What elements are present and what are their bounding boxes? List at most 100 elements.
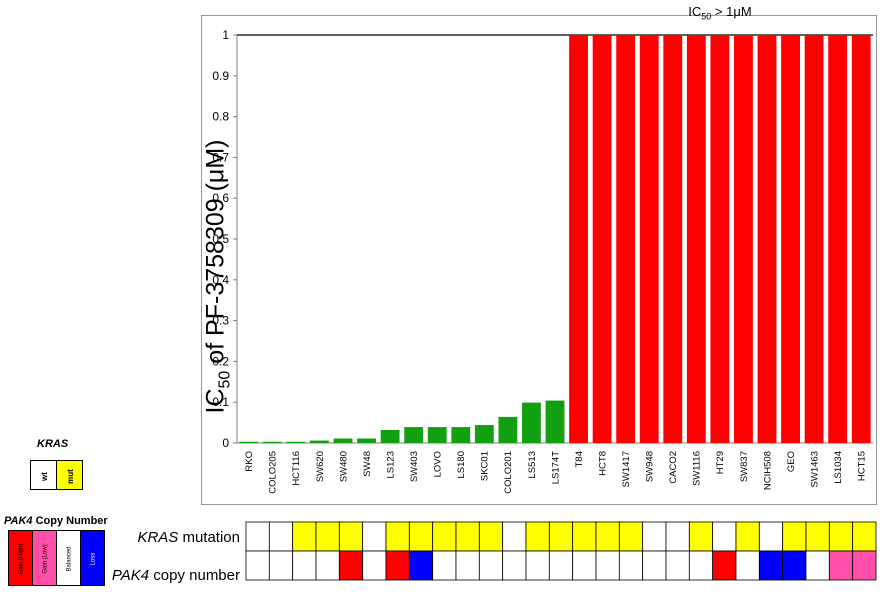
x-tick-label: LS174T xyxy=(550,451,561,484)
y-tick-label: 0.5 xyxy=(212,232,229,246)
x-tick-label: LS513 xyxy=(527,451,538,478)
pak4-cell xyxy=(618,550,644,581)
pak4-legend-loss-label: Loss xyxy=(90,552,97,566)
plot-frame xyxy=(201,15,877,505)
kras-cell xyxy=(455,521,480,552)
bar xyxy=(569,35,588,443)
bar xyxy=(616,35,636,443)
bar xyxy=(781,35,800,443)
resistant-annotation: IC50 > 1μM xyxy=(688,4,752,22)
kras-legend-wt-swatch: wt xyxy=(30,460,57,490)
kras-cell xyxy=(268,521,294,552)
kras-cell xyxy=(315,521,340,552)
bar xyxy=(663,35,683,443)
x-tick-label: NCIH508 xyxy=(762,451,773,490)
pak4-cell xyxy=(688,550,714,581)
x-tick-label: HCT15 xyxy=(857,451,868,481)
bar xyxy=(404,427,424,443)
pak4-cell xyxy=(315,550,340,581)
x-tick-label: HT29 xyxy=(715,451,726,474)
x-tick-label: LS1034 xyxy=(833,451,844,484)
bar xyxy=(851,35,871,443)
pak4-cell xyxy=(548,550,574,581)
x-tick-label: GEO xyxy=(786,451,797,472)
kras-cell xyxy=(595,521,620,552)
x-tick-label: T84 xyxy=(574,451,585,467)
bar xyxy=(757,35,777,443)
x-tick-label: LS180 xyxy=(456,451,467,478)
pak4-cell xyxy=(712,550,737,581)
x-tick-label: SW1116 xyxy=(692,451,703,486)
pak4-legend-gain-high-swatch: Gain (High) xyxy=(8,530,33,586)
bar xyxy=(639,35,659,443)
pak4-track-label: PAK4 copy number xyxy=(111,567,240,584)
kras-cell xyxy=(292,521,317,552)
bar xyxy=(310,440,329,443)
kras-cell xyxy=(245,521,270,552)
bar xyxy=(333,438,353,443)
x-tick-label: SW1417 xyxy=(621,451,632,487)
kras-cell xyxy=(828,521,854,552)
y-tick-label: 0.7 xyxy=(212,150,229,164)
bar xyxy=(474,425,494,443)
x-tick-label: SW48 xyxy=(362,451,373,477)
bar xyxy=(427,427,447,443)
kras-cell xyxy=(502,521,527,552)
x-tick-label: SW620 xyxy=(315,451,326,482)
bar xyxy=(239,441,259,443)
pak4-cell xyxy=(362,550,387,581)
bar xyxy=(804,35,824,443)
x-tick-label: HCT116 xyxy=(291,451,302,486)
kras-cell xyxy=(805,521,830,552)
pak4-cell xyxy=(408,550,434,581)
x-tick-label: LOVO xyxy=(433,451,444,477)
pak4-cell xyxy=(338,550,364,581)
x-tick-label: SW948 xyxy=(645,451,656,482)
y-tick-label: 0.8 xyxy=(212,110,229,124)
pak4-legend-loss-swatch: Loss xyxy=(80,530,105,586)
pak4-cell xyxy=(525,550,550,581)
bar xyxy=(592,35,612,443)
y-tick-label: 0.4 xyxy=(212,273,229,287)
pak4-cell xyxy=(852,550,877,581)
kras-cell xyxy=(852,521,877,552)
kras-cell xyxy=(782,521,807,552)
x-tick-label: COLO205 xyxy=(268,451,279,494)
bar xyxy=(734,35,753,443)
pak4-cell xyxy=(805,550,830,581)
kras-cell xyxy=(408,521,434,552)
x-tick-label: SW480 xyxy=(338,451,349,482)
y-tick-label: 0.2 xyxy=(212,354,229,368)
kras-cell xyxy=(525,521,550,552)
pak4-cell xyxy=(432,550,457,581)
kras-cell xyxy=(548,521,574,552)
kras-cell xyxy=(362,521,387,552)
y-tick-label: 0.3 xyxy=(212,314,229,328)
kras-cell xyxy=(432,521,457,552)
kras-track-label: KRAS mutation xyxy=(137,529,240,546)
pak4-cell xyxy=(782,550,807,581)
kras-cell xyxy=(385,521,410,552)
y-tick-label: 0.6 xyxy=(212,191,229,205)
bar xyxy=(380,429,400,443)
pak4-cell xyxy=(642,550,667,581)
x-tick-label: SW837 xyxy=(739,451,750,482)
x-tick-label: COLO201 xyxy=(503,451,514,494)
x-tick-label: HCT8 xyxy=(597,451,608,476)
x-tick-label: SKC01 xyxy=(480,451,491,481)
x-tick-label: CACO2 xyxy=(668,451,679,484)
pak4-cell xyxy=(292,550,317,581)
kras-cell xyxy=(478,521,504,552)
bar xyxy=(451,427,471,443)
kras-cell xyxy=(688,521,714,552)
x-tick-label: SW403 xyxy=(409,451,420,482)
x-tick-label: RKO xyxy=(244,451,255,472)
kras-cell xyxy=(618,521,644,552)
y-tick-label: 0 xyxy=(222,436,229,450)
pak4-cell xyxy=(595,550,620,581)
kras-cell xyxy=(665,521,690,552)
kras-cell xyxy=(642,521,667,552)
kras-legend-mut-swatch: mut xyxy=(56,460,83,490)
kras-legend-title: KRAS xyxy=(37,438,69,450)
